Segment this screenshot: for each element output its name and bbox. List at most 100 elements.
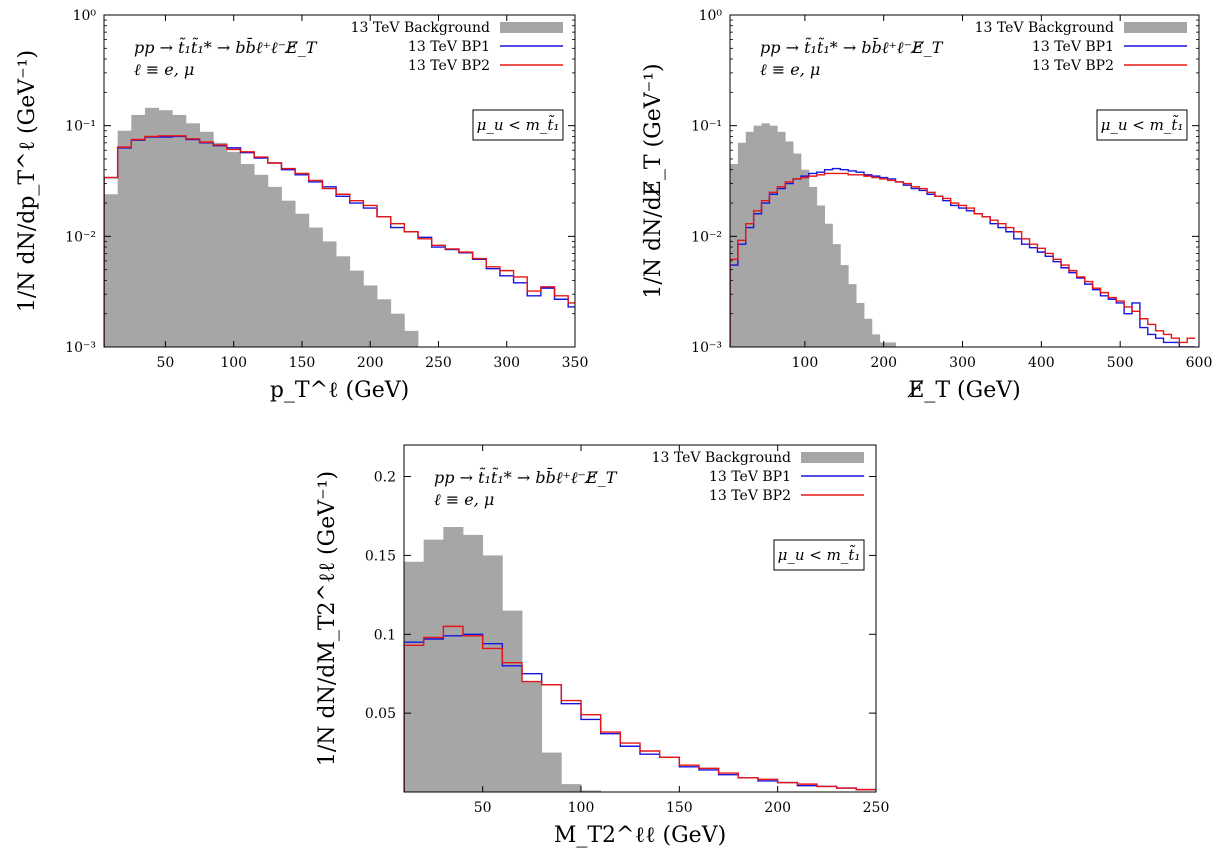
x-tick-label: 400 (1028, 355, 1055, 371)
x-tick-label: 150 (289, 355, 316, 371)
y-axis-label: 1/N dN/dp_T^ℓ (GeV⁻¹) (15, 50, 40, 312)
background-bar (308, 227, 323, 347)
background-bar (213, 142, 228, 347)
background-bar (785, 141, 794, 347)
x-tick-label: 100 (568, 800, 595, 816)
background-bar (541, 752, 562, 792)
background-bar (295, 213, 310, 347)
background-bar (404, 330, 419, 347)
condition-label: μ_u < m_t̃₁ (477, 115, 560, 134)
x-tick-label: 50 (157, 355, 175, 371)
background-bar (349, 270, 364, 347)
condition-box (773, 539, 865, 571)
x-tick-label: 150 (666, 800, 693, 816)
legend-label: 13 TeV Background (975, 20, 1114, 36)
condition-label: μ_u < m_t̃₁ (778, 545, 861, 564)
background-bar (522, 681, 543, 792)
background-bar (482, 555, 503, 792)
background-bar (363, 285, 378, 347)
process-label: pp → t̃₁t̃₁* → bb̄ℓ⁺ℓ⁻E̸_T (134, 36, 318, 57)
process-label: pp → t̃₁t̃₁* → bb̄ℓ⁺ℓ⁻E̸_T (434, 466, 618, 487)
background-bar (463, 534, 484, 792)
y-tick-label: 0.05 (365, 706, 396, 722)
background-bar (808, 186, 818, 347)
y-tick-label: 10⁻¹ (691, 119, 722, 135)
background-bar (443, 527, 464, 792)
x-tick-label: 250 (863, 800, 890, 816)
background-bar (753, 125, 762, 347)
background-bar (185, 123, 200, 347)
background-bar (769, 125, 778, 347)
panel-mt2: 50 100 150 200 250 0.05 0.1 0.15 0.2 M_T2^ℓℓ (GeV… (315, 444, 890, 848)
background-bar (887, 342, 896, 347)
legend-label: 13 TeV BP1 (709, 469, 791, 485)
y-tick-label: 10⁻² (691, 229, 722, 245)
background-bar (117, 130, 132, 347)
legend-label: 13 TeV BP2 (408, 58, 490, 74)
background-bar (404, 561, 425, 792)
background-bar (840, 265, 849, 347)
background-bar (254, 174, 269, 347)
condition-label: μ_u < m_t̃₁ (1101, 115, 1184, 134)
process-label: ℓ ≡ e, μ (760, 60, 820, 79)
plot-area (730, 123, 1196, 347)
y-tick-label: 10⁰ (73, 8, 97, 24)
background-bar (377, 299, 392, 347)
background-bar (144, 107, 160, 347)
plot-area (404, 527, 876, 792)
plot-frame (403, 444, 877, 793)
x-axis-label: M_T2^ℓℓ (GeV) (554, 823, 726, 848)
background-bar (856, 302, 865, 347)
panel-lepton-pt: 50 100 150 200 250 300 350 10⁻³ 10⁻² 10⁻¹ 10⁰ p_T^ℓ… (15, 8, 588, 403)
legend-swatch-background (1124, 22, 1187, 33)
background-bar (281, 200, 296, 347)
x-tick-label: 200 (764, 800, 791, 816)
background-bar (199, 131, 214, 347)
background-bar (267, 186, 282, 347)
background-bar (502, 610, 523, 792)
background-bar (864, 318, 873, 347)
plot-frame (729, 14, 1200, 348)
y-tick-label: 10⁰ (699, 8, 723, 24)
series-bp2-step-line (730, 172, 1196, 347)
process-label: pp → t̃₁t̃₁* → bb̄ℓ⁺ℓ⁻E̸_T (760, 36, 944, 57)
x-tick-label: 300 (493, 355, 520, 371)
background-bar (336, 256, 351, 347)
legend-label: 13 TeV BP1 (1032, 39, 1114, 55)
background-bar (226, 151, 241, 347)
background-bar (561, 784, 582, 792)
x-axis-label: p_T^ℓ (GeV) (270, 378, 409, 403)
background-bar (104, 194, 119, 347)
y-tick-label: 0.1 (374, 627, 396, 643)
legend-label: 13 TeV Background (652, 450, 791, 466)
background-bar (730, 164, 739, 347)
background-bar (158, 110, 173, 347)
x-tick-label: 100 (220, 355, 247, 371)
background-bar (390, 313, 405, 347)
y-axis-label: 1/N dN/dM_T2^ℓℓ (GeV⁻¹) (315, 471, 340, 766)
background-bar (800, 169, 810, 347)
legend-label: 13 TeV Background (351, 20, 490, 36)
y-tick-label: 0.15 (365, 548, 396, 564)
y-axis-label: 1/N dN/dE̸_T (GeV⁻¹) (641, 63, 666, 298)
x-tick-label: 200 (870, 355, 897, 371)
legend-label: 13 TeV BP2 (1032, 58, 1114, 74)
background-bar (832, 244, 841, 347)
background-bar (871, 334, 881, 347)
panel-missing-et: 100 200 300 400 500 600 10⁻³ 10⁻² 10⁻¹ 10⁰ E̸_T (G… (641, 8, 1212, 403)
process-label: ℓ ≡ e, μ (434, 490, 494, 509)
condition-box (472, 109, 564, 141)
x-axis-label: E̸_T (GeV) (907, 378, 1020, 403)
background-bar (816, 205, 825, 347)
legend-swatch-background (500, 22, 563, 33)
background-bar (824, 223, 833, 347)
x-tick-label: 250 (425, 355, 452, 371)
background-bar (423, 539, 444, 792)
y-tick-label: 10⁻³ (691, 340, 722, 356)
background-bar (737, 142, 747, 347)
background-bar (322, 241, 337, 347)
x-tick-label: 300 (949, 355, 976, 371)
condition-box (1096, 109, 1188, 141)
plot-frame (103, 14, 576, 348)
background-bar (848, 284, 857, 347)
